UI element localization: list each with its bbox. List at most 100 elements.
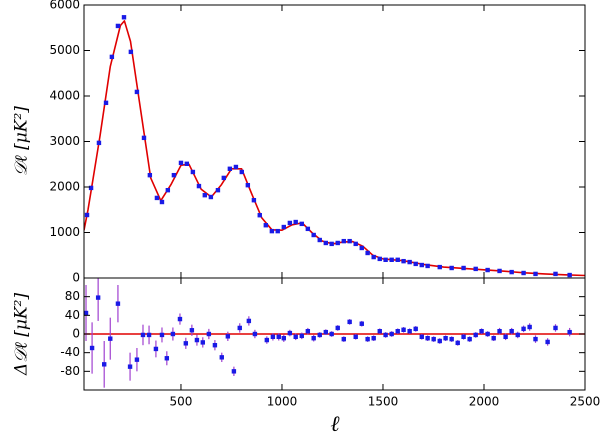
data-point bbox=[353, 334, 358, 339]
data-point bbox=[177, 316, 183, 322]
data-point bbox=[165, 187, 171, 193]
data-point bbox=[479, 329, 484, 334]
data-point bbox=[190, 169, 196, 175]
data-point bbox=[141, 135, 147, 141]
data-point bbox=[147, 172, 153, 178]
data-point bbox=[521, 326, 526, 332]
data-point bbox=[395, 257, 400, 262]
x-tick-label: 1000 bbox=[267, 395, 298, 409]
data-point bbox=[347, 319, 352, 325]
data-point bbox=[323, 329, 329, 335]
data-point bbox=[140, 332, 146, 338]
data-point bbox=[365, 336, 370, 342]
data-point bbox=[485, 267, 490, 273]
y-tick-label: 40 bbox=[65, 308, 80, 322]
data-point bbox=[227, 166, 233, 171]
data-point bbox=[103, 100, 109, 106]
data-point bbox=[183, 341, 189, 346]
data-point bbox=[497, 329, 502, 334]
data-point bbox=[127, 364, 133, 369]
data-point bbox=[317, 332, 322, 338]
data-point bbox=[287, 220, 293, 226]
data-point bbox=[154, 195, 160, 201]
y-tick-label: 5000 bbox=[49, 43, 80, 57]
data-point bbox=[281, 336, 286, 341]
data-point bbox=[159, 199, 165, 205]
data-point bbox=[353, 241, 358, 247]
data-point bbox=[317, 237, 322, 243]
x-tick-label: 1500 bbox=[368, 395, 399, 409]
data-point bbox=[293, 334, 298, 339]
data-point bbox=[221, 175, 226, 181]
data-point bbox=[245, 182, 251, 188]
data-point bbox=[401, 258, 406, 264]
data-point bbox=[251, 197, 257, 203]
data-point bbox=[84, 212, 90, 218]
data-point bbox=[134, 89, 140, 95]
data-point bbox=[257, 213, 262, 218]
data-point bbox=[215, 187, 221, 193]
x-tick-label: 2500 bbox=[570, 395, 600, 409]
panel-frame bbox=[83, 4, 586, 279]
data-point bbox=[196, 183, 202, 189]
x-tick-label: 500 bbox=[170, 395, 193, 409]
data-point bbox=[237, 325, 242, 331]
data-point bbox=[491, 336, 496, 341]
data-point bbox=[383, 257, 388, 262]
data-point bbox=[567, 329, 572, 335]
data-point bbox=[533, 336, 538, 342]
data-point bbox=[497, 268, 502, 274]
data-point bbox=[473, 332, 478, 338]
data-point bbox=[305, 226, 311, 232]
data-point bbox=[233, 164, 239, 170]
y-tick-label: -40 bbox=[60, 345, 80, 359]
data-point bbox=[184, 161, 190, 166]
data-point bbox=[239, 169, 244, 175]
data-point bbox=[102, 362, 107, 367]
data-point bbox=[389, 331, 394, 337]
data-point bbox=[407, 259, 412, 265]
data-point bbox=[96, 140, 102, 146]
data-point bbox=[252, 331, 258, 337]
data-point bbox=[437, 264, 442, 270]
data-point bbox=[449, 336, 454, 342]
data-point bbox=[84, 310, 89, 316]
data-point bbox=[521, 270, 526, 276]
data-point bbox=[407, 329, 412, 334]
data-point bbox=[170, 331, 176, 337]
plot-area bbox=[84, 278, 585, 388]
data-point bbox=[395, 329, 400, 334]
data-point bbox=[109, 54, 115, 60]
data-point bbox=[88, 185, 94, 191]
data-point bbox=[311, 232, 316, 238]
panel-frame bbox=[83, 277, 586, 391]
data-point bbox=[553, 271, 558, 277]
data-point bbox=[200, 340, 205, 345]
data-point bbox=[413, 326, 418, 332]
data-point bbox=[231, 369, 237, 374]
data-point bbox=[431, 336, 436, 342]
data-point bbox=[473, 266, 478, 272]
data-point bbox=[413, 261, 418, 267]
data-point bbox=[270, 334, 276, 339]
data-point bbox=[553, 325, 558, 331]
data-point bbox=[509, 269, 514, 275]
y-tick-label: -80 bbox=[60, 364, 80, 378]
data-point bbox=[437, 338, 442, 344]
data-point bbox=[153, 346, 159, 352]
data-point bbox=[503, 334, 508, 339]
data-point bbox=[443, 336, 448, 341]
y-tick-label: 80 bbox=[65, 289, 80, 303]
data-point bbox=[533, 271, 538, 277]
data-point bbox=[115, 301, 121, 306]
data-point bbox=[299, 333, 304, 339]
data-point bbox=[264, 337, 270, 343]
data-point bbox=[128, 49, 134, 55]
data-point bbox=[545, 339, 550, 345]
data-point bbox=[425, 263, 430, 269]
data-point bbox=[202, 192, 208, 198]
data-point bbox=[134, 357, 140, 362]
data-point bbox=[383, 332, 388, 338]
data-point bbox=[425, 336, 430, 341]
